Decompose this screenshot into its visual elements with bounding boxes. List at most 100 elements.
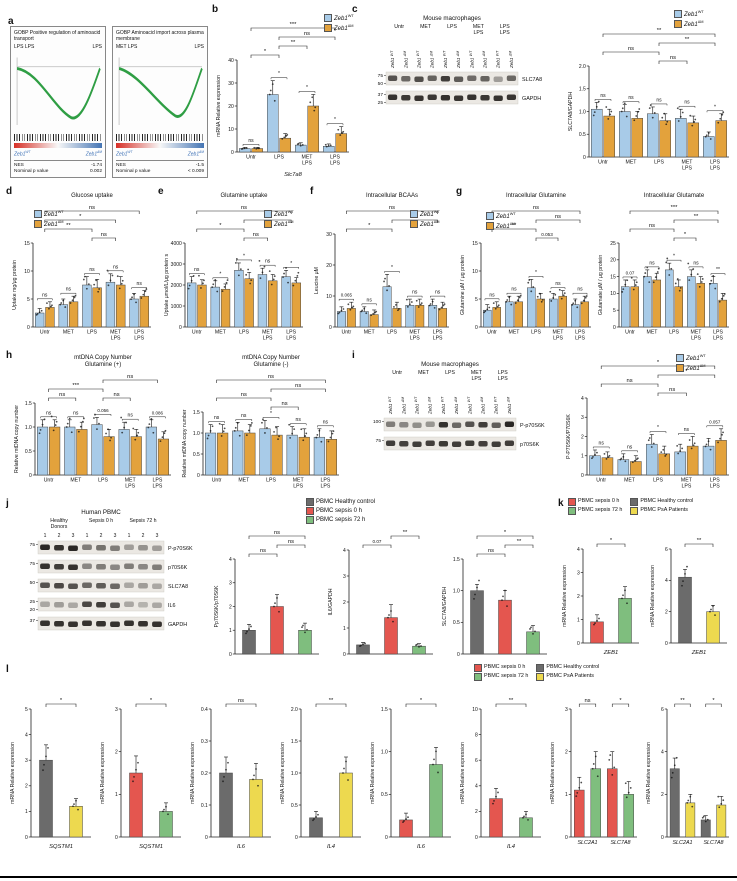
gsea-right-phenotype: LPS [194, 44, 204, 50]
svg-text:0: 0 [179, 325, 182, 331]
western-blot-human-pbmc: Human PBMC Healthy Donors Sepsis 0 h Sepsis … [12, 506, 208, 646]
legend-item: PBMC Healthy control [306, 498, 375, 506]
legend-swatch [568, 498, 576, 506]
svg-text:LPS: LPS [498, 376, 508, 382]
svg-text:Intracellular BCAAs: Intracellular BCAAs [366, 193, 418, 199]
svg-text:ns: ns [412, 290, 418, 296]
panel-g: g Intracellular Glutamine 0 5 10 15 Glutamine… [456, 186, 734, 346]
svg-text:LPS: LPS [263, 336, 273, 342]
svg-text:25: 25 [610, 241, 616, 247]
svg-text:2: 2 [25, 784, 28, 790]
legend-item: Zeb1ΔM [486, 221, 516, 231]
svg-text:0: 0 [295, 835, 298, 841]
svg-text:0: 0 [343, 652, 346, 658]
chart-intracellular-bcaas: Intracellular BCAAs 0 10 20 30 Leucine μM Untr… [312, 190, 452, 344]
svg-text:*: * [712, 698, 715, 704]
svg-text:3: 3 [25, 758, 28, 764]
legend-label: Zeb1WT [686, 353, 706, 362]
svg-text:LPS: LPS [293, 484, 303, 490]
gsea-rank-gradient [14, 143, 102, 149]
panel-e-label: e [158, 186, 164, 197]
legend-label: Zeb1WT [684, 9, 704, 18]
svg-text:ns: ns [66, 287, 72, 293]
panel-f: f Intracellular BCAAs 0 10 20 30 Leucine μM Un… [310, 186, 454, 346]
legend-label: PBMC sepsis 72 h [316, 516, 366, 523]
svg-text:0: 0 [565, 835, 568, 841]
legend-swatch [410, 210, 418, 219]
legend-item: Zeb1ΔM [674, 19, 704, 29]
svg-text:25: 25 [30, 599, 36, 605]
svg-text:ns: ns [323, 419, 329, 425]
svg-text:0.1: 0.1 [201, 803, 208, 809]
svg-text:LPS: LPS [553, 336, 563, 342]
panel-a-label: a [8, 16, 14, 27]
legend-swatch [630, 507, 639, 515]
svg-text:1: 1 [115, 792, 118, 798]
svg-text:ns: ns [114, 392, 120, 398]
svg-text:MET: MET [302, 155, 314, 161]
svg-text:ns: ns [555, 281, 561, 287]
panel-h-label: h [6, 350, 13, 361]
svg-text:mRNA Relative expression: mRNA Relative expression [650, 565, 656, 627]
svg-text:MET: MET [418, 370, 430, 376]
svg-text:0.5: 0.5 [381, 792, 388, 798]
svg-text:1.5: 1.5 [381, 707, 388, 713]
svg-text:*: * [219, 223, 222, 229]
svg-text:MET: MET [509, 330, 521, 336]
svg-text:Untr: Untr [394, 24, 404, 30]
legend-swatch [306, 498, 314, 506]
svg-text:0.5: 0.5 [453, 620, 460, 626]
legend-swatch [324, 14, 332, 23]
svg-text:*: * [714, 104, 716, 110]
svg-text:ns: ns [59, 392, 65, 398]
svg-text:1000: 1000 [171, 304, 182, 310]
svg-text:LPS: LPS [653, 478, 663, 484]
svg-text:15: 15 [610, 274, 616, 280]
svg-text:ns: ns [268, 374, 274, 380]
svg-text:***: *** [671, 205, 679, 211]
gsea-enrichment-curve [118, 57, 203, 126]
legend-swatch [34, 210, 42, 219]
legend-swatch [674, 19, 682, 28]
legend-swatch [410, 219, 418, 228]
svg-text:**: ** [697, 538, 702, 544]
svg-text:MET: MET [110, 330, 122, 336]
svg-text:0: 0 [229, 652, 232, 658]
svg-text:0: 0 [27, 325, 30, 331]
chart-mtdna-glutamine-plus: mtDNA Copy Number Glutamine (+) 0 0.5 1.0 1.5… [12, 352, 174, 492]
svg-text:ns: ns [89, 267, 95, 273]
svg-text:5: 5 [27, 297, 30, 303]
svg-text:ns: ns [628, 46, 634, 52]
svg-text:5: 5 [25, 707, 28, 713]
svg-text:MET: MET [70, 478, 82, 484]
chart-slc7a8-gapdh: 0 0.5 1.0 1.5 2.0 SLC7A8/GAPDH Untr MET LPS MET LP… [566, 20, 732, 174]
svg-text:1.0: 1.0 [25, 425, 32, 431]
svg-text:SLC7A8: SLC7A8 [168, 584, 188, 590]
svg-text:Untr: Untr [246, 155, 256, 161]
svg-text:**: ** [509, 698, 514, 704]
svg-text:75: 75 [378, 73, 384, 79]
svg-text:MET: MET [691, 330, 703, 336]
svg-text:Glutamine uptake: Glutamine uptake [220, 193, 268, 199]
svg-text:LPS: LPS [330, 161, 340, 167]
svg-text:*: * [334, 117, 336, 123]
svg-text:MET: MET [647, 330, 659, 336]
svg-text:6: 6 [665, 547, 668, 553]
gsea-plot-aminoacid-import: GOBP Aminoacid import across plasma memb… [112, 26, 208, 178]
svg-text:3: 3 [343, 574, 346, 580]
svg-text:LPS: LPS [433, 336, 443, 342]
panel-j-label: j [6, 498, 9, 509]
svg-text:37: 37 [378, 92, 384, 98]
chart-canvas: 0 10 20 30 40 mRNA Relative expression Untr LPS… [216, 22, 349, 178]
svg-text:3: 3 [156, 533, 159, 539]
nes-label: NES [14, 163, 24, 168]
svg-text:4: 4 [661, 749, 664, 755]
svg-text:30: 30 [326, 232, 332, 238]
svg-text:ns: ns [649, 260, 655, 266]
svg-text:0.056: 0.056 [97, 408, 109, 413]
svg-text:0.5: 0.5 [579, 132, 586, 138]
svg-text:P-p70S6K: P-p70S6K [168, 546, 193, 552]
svg-text:Uptake μmol/L/μg protein s: Uptake μmol/L/μg protein s [164, 253, 170, 316]
